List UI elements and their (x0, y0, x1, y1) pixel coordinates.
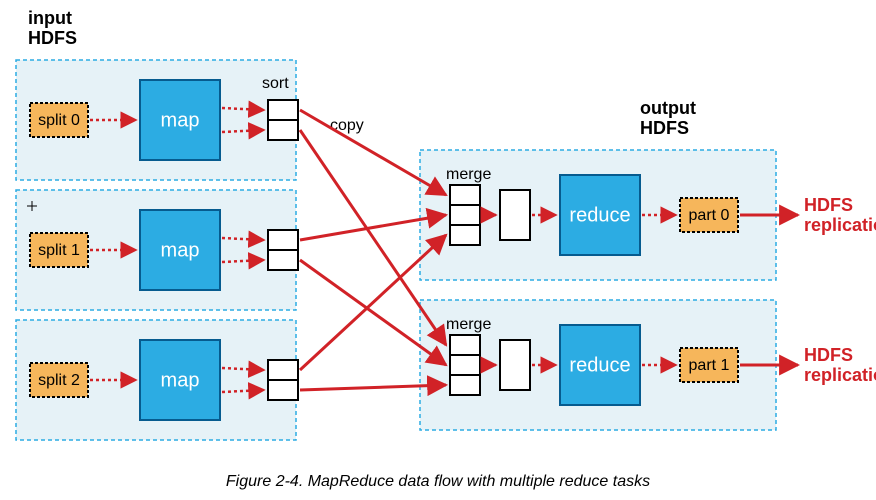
output-heading-1: output (640, 98, 696, 118)
merge-buf-0 (500, 190, 530, 240)
merge-label-1: merge (446, 316, 491, 333)
merge-buf-1 (500, 340, 530, 390)
split-label-0: split 0 (38, 112, 80, 129)
merge-stack-1 (450, 335, 480, 395)
reduce-label-0: reduce (569, 204, 630, 226)
map-label-1: map (161, 239, 200, 261)
input-heading-2: HDFS (28, 28, 77, 48)
hdfs-rep-0-1: HDFS (804, 195, 853, 215)
merge-label-0: merge (446, 166, 491, 183)
split-label-2: split 2 (38, 372, 80, 389)
merge-stack-0 (450, 185, 480, 245)
part-label-1: part 1 (689, 357, 730, 374)
hdfs-rep-0-2: replication (804, 215, 876, 235)
reduce-label-1: reduce (569, 354, 630, 376)
figure-caption: Figure 2-4. MapReduce data flow with mul… (226, 473, 650, 490)
hdfs-rep-1-2: replication (804, 365, 876, 385)
map-label-0: map (161, 109, 200, 131)
sort-label: sort (262, 75, 289, 92)
output-heading-2: HDFS (640, 118, 689, 138)
split-label-1: split 1 (38, 242, 80, 259)
map-label-2: map (161, 369, 200, 391)
input-heading-1: input (28, 8, 72, 28)
part-label-0: part 0 (689, 207, 730, 224)
hdfs-rep-1-1: HDFS (804, 345, 853, 365)
